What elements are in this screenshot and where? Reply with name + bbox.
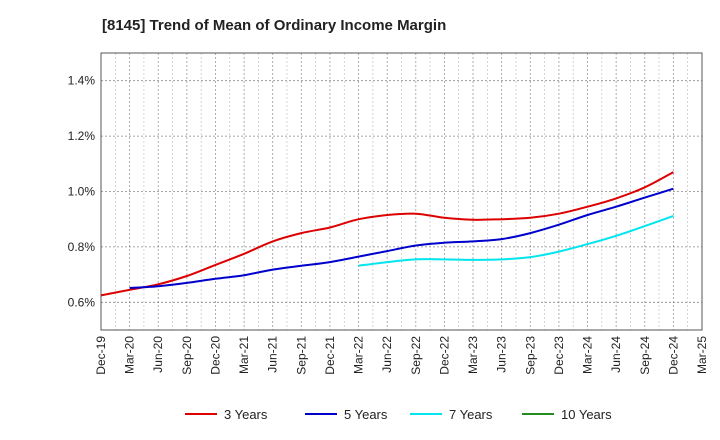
- grid: [101, 53, 702, 330]
- x-tick-label: Sep-20: [180, 336, 194, 375]
- x-tick-label: Jun-21: [266, 336, 280, 373]
- x-tick-label: Jun-22: [380, 336, 394, 373]
- y-tick-label: 1.4%: [68, 74, 96, 88]
- x-tick-label: Mar-24: [581, 336, 595, 374]
- y-tick-label: 0.8%: [68, 240, 96, 254]
- series-lines: [100, 171, 674, 297]
- x-tick-label: Dec-21: [323, 336, 337, 375]
- x-tick-label: Dec-24: [666, 336, 680, 375]
- x-tick-label: Jun-20: [151, 336, 165, 373]
- plot-frame: [100, 52, 703, 331]
- y-tick-label: 0.6%: [68, 295, 96, 309]
- x-tick-label: Sep-23: [523, 336, 537, 375]
- x-axis: Dec-19 Mar-20 Jun-20 Sep-20 Dec-20 Mar-21 Jun-…: [94, 336, 709, 375]
- x-tick-label: Dec-23: [552, 336, 566, 375]
- x-tick-label: Jun-24: [609, 336, 623, 373]
- x-tick-label: Jun-23: [495, 336, 509, 373]
- legend-label: 5 Years: [344, 407, 388, 422]
- series-line: [358, 214, 674, 267]
- x-tick-label: Sep-21: [294, 336, 308, 375]
- legend-label: 10 Years: [561, 407, 612, 422]
- y-tick-label: 1.0%: [68, 185, 96, 199]
- x-tick-label: Dec-19: [94, 336, 108, 375]
- x-tick-label: Sep-24: [638, 336, 652, 375]
- x-tick-label: Mar-22: [352, 336, 366, 374]
- x-tick-label: Mar-21: [237, 336, 251, 374]
- x-tick-label: Dec-22: [437, 336, 451, 375]
- chart-title: [8145] Trend of Mean of Ordinary Income …: [102, 17, 446, 34]
- x-tick-label: Mar-20: [123, 336, 137, 374]
- y-axis: 0.6% 0.8% 1.0% 1.2% 1.4%: [68, 74, 96, 310]
- series-line: [100, 171, 674, 297]
- x-tick-label: Dec-20: [208, 336, 222, 375]
- x-tick-label: Sep-22: [409, 336, 423, 375]
- legend-label: 3 Years: [224, 407, 268, 422]
- legend: 3 Years 5 Years 7 Years 10 Years: [185, 407, 612, 422]
- x-tick-label: Mar-25: [695, 336, 709, 374]
- y-tick-label: 1.2%: [68, 129, 96, 143]
- series-line: [129, 187, 674, 289]
- x-tick-label: Mar-23: [466, 336, 480, 374]
- legend-label: 7 Years: [449, 407, 493, 422]
